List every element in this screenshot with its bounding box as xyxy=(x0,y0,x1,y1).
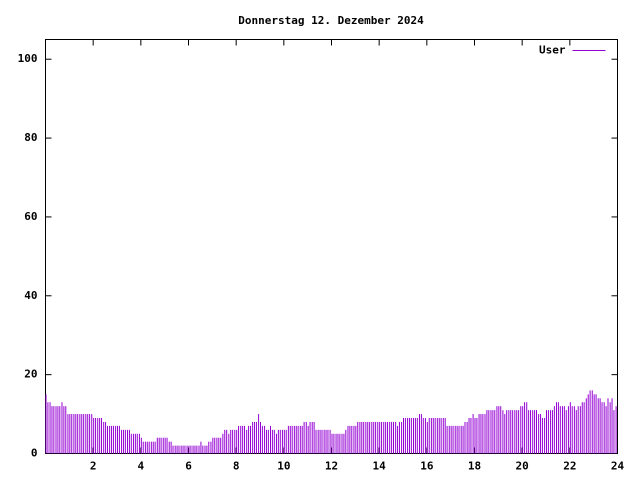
y-tick-label: 40 xyxy=(24,289,37,302)
x-tick-label: 14 xyxy=(373,460,387,473)
y-tick-label: 20 xyxy=(24,368,37,381)
x-tick-label: 22 xyxy=(563,460,576,473)
x-tick-label: 8 xyxy=(233,460,240,473)
y-tick-label: 100 xyxy=(18,52,38,65)
x-tick-label: 24 xyxy=(611,460,625,473)
x-tick-label: 4 xyxy=(138,460,145,473)
x-tick-label: 20 xyxy=(516,460,529,473)
x-tick-label: 10 xyxy=(277,460,290,473)
x-tick-label: 16 xyxy=(420,460,434,473)
legend-label: User xyxy=(539,44,566,57)
x-tick-label: 2 xyxy=(90,460,97,473)
y-tick-label: 80 xyxy=(24,131,37,144)
x-tick-label: 6 xyxy=(185,460,192,473)
y-tick-label: 0 xyxy=(31,447,38,460)
x-tick-label: 18 xyxy=(468,460,481,473)
chart-title: Donnerstag 12. Dezember 2024 xyxy=(238,14,424,27)
y-tick-label: 60 xyxy=(24,210,37,223)
x-tick-label: 12 xyxy=(325,460,338,473)
